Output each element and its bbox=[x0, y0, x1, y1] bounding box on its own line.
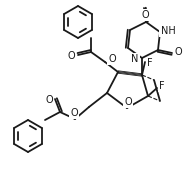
Text: O: O bbox=[45, 95, 53, 105]
Text: O: O bbox=[124, 97, 132, 107]
Text: NH: NH bbox=[161, 26, 175, 36]
Text: F: F bbox=[147, 58, 153, 68]
Text: N: N bbox=[131, 54, 139, 64]
Text: O: O bbox=[67, 51, 75, 61]
Text: F: F bbox=[159, 81, 165, 91]
Text: O: O bbox=[141, 10, 149, 20]
Text: O: O bbox=[108, 54, 116, 64]
Text: O: O bbox=[174, 47, 182, 57]
Text: O: O bbox=[70, 108, 78, 118]
